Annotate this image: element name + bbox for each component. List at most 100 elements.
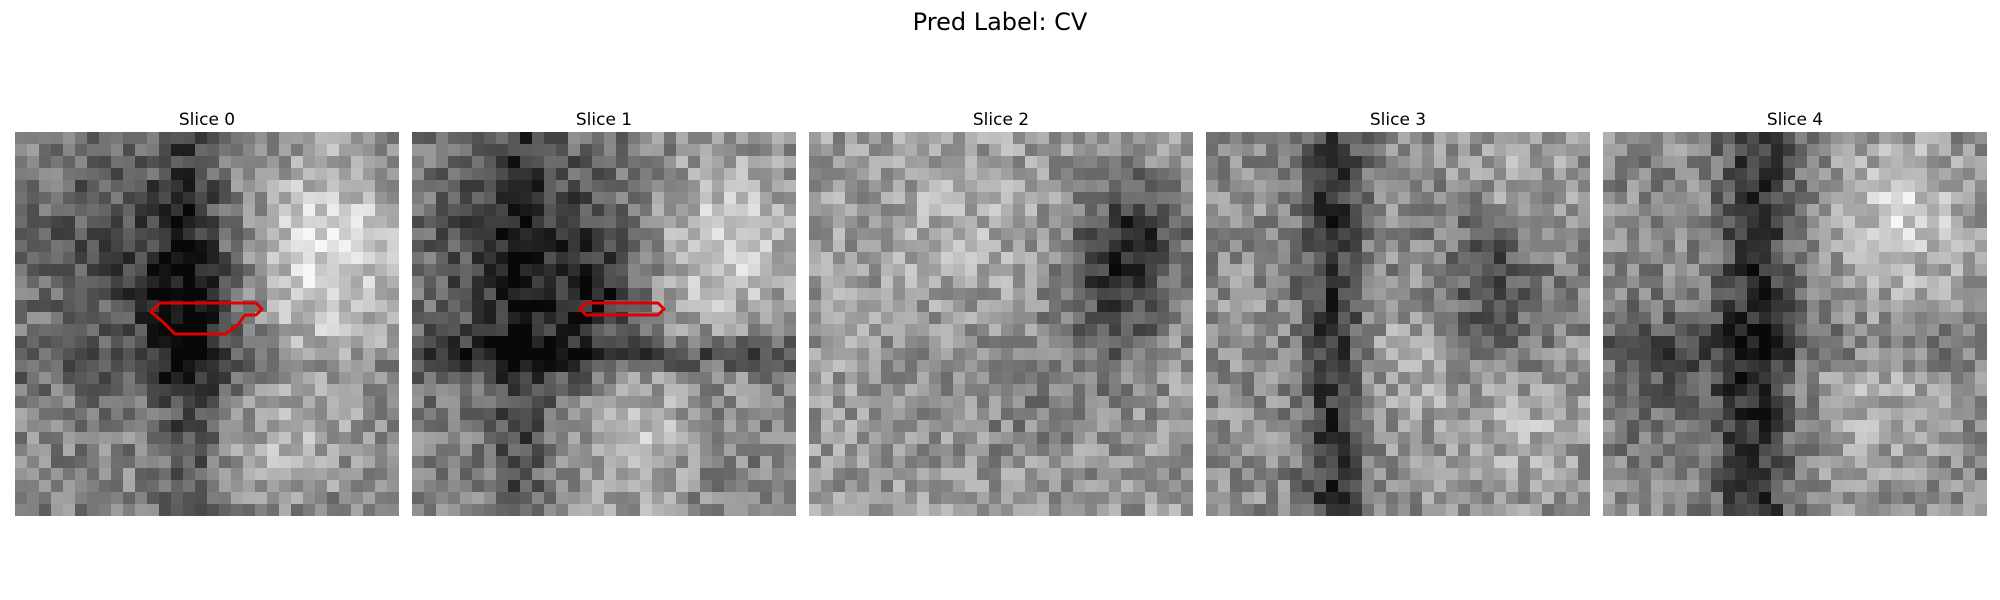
pixel-cell <box>640 192 653 205</box>
pixel-cell <box>255 132 268 145</box>
pixel-cell <box>183 264 196 277</box>
pixel-cell <box>1723 276 1736 289</box>
pixel-cell <box>580 468 593 481</box>
pixel-cell <box>760 264 773 277</box>
pixel-cell <box>1927 444 1940 457</box>
pixel-cell <box>1422 444 1435 457</box>
pixel-cell <box>556 216 569 229</box>
pixel-cell <box>1374 276 1387 289</box>
pixel-cell <box>1627 336 1640 349</box>
pixel-cell <box>303 312 316 325</box>
pixel-cell <box>688 336 701 349</box>
pixel-cell <box>1843 456 1856 469</box>
pixel-cell <box>616 420 629 433</box>
pixel-cell <box>1061 324 1074 337</box>
pixel-cell <box>508 204 521 217</box>
pixel-cell <box>87 252 100 265</box>
pixel-cell <box>1711 348 1724 361</box>
pixel-cell <box>1133 192 1146 205</box>
pixel-cell <box>833 252 846 265</box>
pixel-cell <box>1915 204 1928 217</box>
pixel-cell <box>1542 432 1555 445</box>
pixel-cell <box>1506 372 1519 385</box>
pixel-cell <box>135 372 148 385</box>
pixel-cell <box>1374 192 1387 205</box>
pixel-cell <box>953 384 966 397</box>
pixel-cell <box>1133 240 1146 253</box>
pixel-cell <box>1206 372 1219 385</box>
pixel-cell <box>1145 456 1158 469</box>
pixel-cell <box>1121 360 1134 373</box>
pixel-cell <box>640 492 653 505</box>
pixel-cell <box>1939 300 1952 313</box>
pixel-cell <box>893 504 906 516</box>
pixel-cell <box>1001 444 1014 457</box>
pixel-cell <box>135 252 148 265</box>
pixel-cell <box>652 276 665 289</box>
pixel-cell <box>1145 228 1158 241</box>
pixel-cell <box>1121 240 1134 253</box>
pixel-cell <box>568 252 581 265</box>
pixel-cell <box>905 492 918 505</box>
pixel-cell <box>977 312 990 325</box>
pixel-cell <box>724 384 737 397</box>
pixel-cell <box>1807 456 1820 469</box>
pixel-cell <box>953 156 966 169</box>
pixel-cell <box>315 204 328 217</box>
pixel-cell <box>1314 144 1327 157</box>
pixel-cell <box>917 276 930 289</box>
pixel-cell <box>1566 144 1579 157</box>
pixel-cell <box>1422 276 1435 289</box>
pixel-cell <box>436 492 449 505</box>
pixel-cell <box>27 372 40 385</box>
pixel-cell <box>1037 432 1050 445</box>
pixel-cell <box>520 180 533 193</box>
pixel-cell <box>628 168 641 181</box>
pixel-cell <box>1085 492 1098 505</box>
pixel-cell <box>1482 420 1495 433</box>
pixel-cell <box>363 408 376 421</box>
pixel-cell <box>460 336 473 349</box>
pixel-cell <box>1867 324 1880 337</box>
pixel-cell <box>1386 432 1399 445</box>
pixel-cell <box>1975 408 1987 421</box>
pixel-cell <box>1807 432 1820 445</box>
pixel-cell <box>27 264 40 277</box>
pixel-cell <box>1314 372 1327 385</box>
pixel-cell <box>1073 384 1086 397</box>
pixel-cell <box>327 288 340 301</box>
pixel-cell <box>99 264 112 277</box>
pixel-cell <box>1855 264 1868 277</box>
pixel-cell <box>592 504 605 516</box>
pixel-cell <box>1482 288 1495 301</box>
pixel-cell <box>676 240 689 253</box>
pixel-cell <box>821 492 834 505</box>
pixel-cell <box>243 504 256 516</box>
pixel-cell <box>436 348 449 361</box>
pixel-cell <box>1218 444 1231 457</box>
pixel-cell <box>1807 252 1820 265</box>
pixel-cell <box>664 288 677 301</box>
pixel-cell <box>1109 492 1122 505</box>
pixel-cell <box>1157 444 1170 457</box>
pixel-cell <box>484 192 497 205</box>
pixel-cell <box>760 132 773 145</box>
pixel-cell <box>375 300 388 313</box>
pixel-cell <box>472 348 485 361</box>
pixel-cell <box>821 180 834 193</box>
pixel-cell <box>63 312 76 325</box>
pixel-cell <box>219 240 232 253</box>
pixel-cell <box>1482 324 1495 337</box>
pixel-cell <box>628 420 641 433</box>
pixel-cell <box>1831 456 1844 469</box>
pixel-cell <box>1266 372 1279 385</box>
slice-panel-2: Slice 2 <box>809 108 1193 516</box>
pixel-cell <box>857 180 870 193</box>
pixel-cell <box>171 204 184 217</box>
pixel-cell <box>303 348 316 361</box>
pixel-cell <box>1927 396 1940 409</box>
pixel-cell <box>640 468 653 481</box>
pixel-cell <box>1230 168 1243 181</box>
pixel-cell <box>183 144 196 157</box>
pixel-cell <box>1458 180 1471 193</box>
